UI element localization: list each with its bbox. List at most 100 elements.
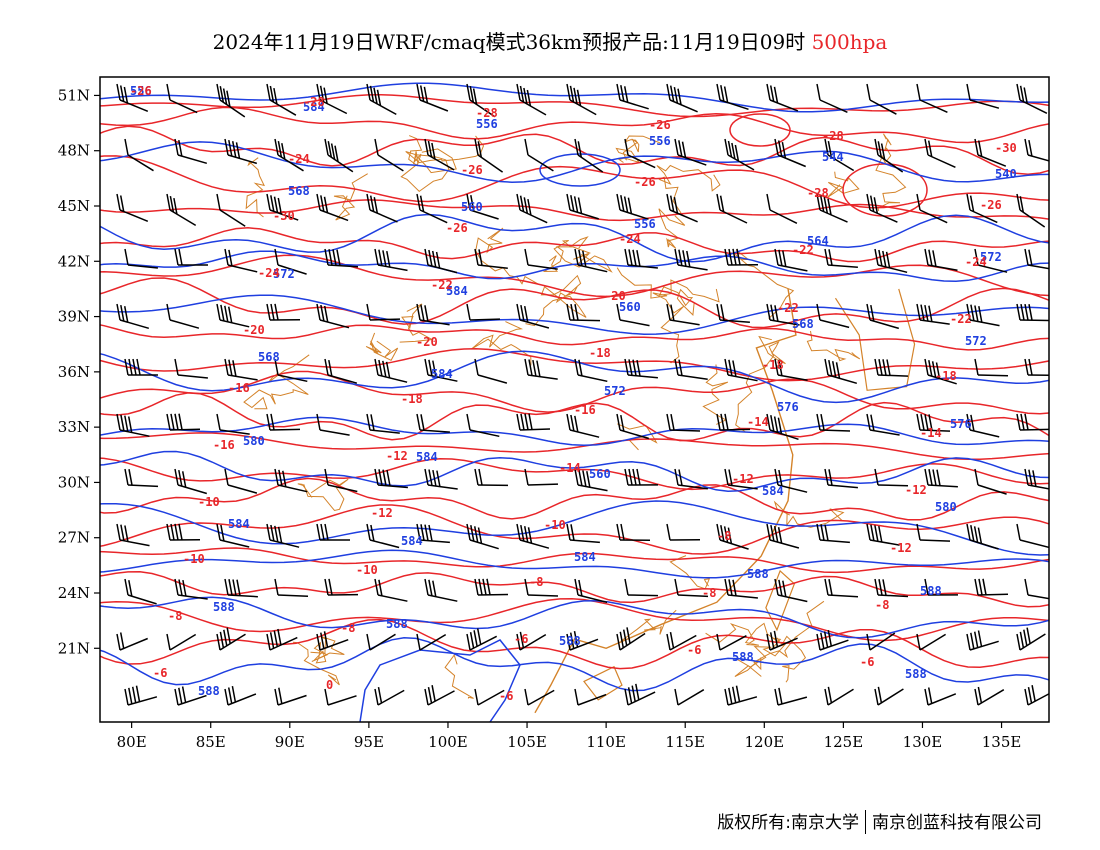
wind-barb-feather (716, 413, 721, 431)
wind-barb-feather (470, 195, 475, 212)
wind-barb-feather (266, 303, 271, 321)
wind-barb-feather (619, 631, 625, 648)
wind-barb-feather (566, 523, 571, 541)
temperature-label: -18 (762, 358, 784, 372)
wind-barb-feather (532, 359, 537, 377)
wind-barb-feather (224, 358, 229, 376)
temperature-label: -12 (905, 483, 927, 497)
wind-barb-feather (828, 249, 833, 266)
wind-barb-shaft (1019, 539, 1049, 549)
temperature-isotherm (100, 106, 1049, 144)
wind-barb-feather (720, 85, 725, 102)
wind-barb-feather (973, 631, 979, 648)
wind-barb-shaft (527, 374, 558, 380)
wind-barb-feather (924, 304, 929, 322)
wind-barb-feather (474, 578, 479, 596)
wind-barb-feather (477, 141, 483, 158)
wind-barb-feather (870, 414, 875, 431)
wind-barb-shaft (1027, 594, 1049, 600)
wind-barb-feather (620, 414, 625, 432)
border-line (616, 267, 684, 364)
wind-barb-feather (123, 86, 129, 104)
wind-barb-feather (874, 468, 879, 486)
wind-barb-feather (235, 142, 241, 159)
wind-barb-shaft (269, 428, 301, 431)
wind-barb-feather (424, 524, 429, 541)
wind-barb-feather (974, 248, 979, 266)
wind-barb-shaft (469, 539, 499, 550)
wind-barb-feather (166, 633, 171, 651)
wind-barb-feather (424, 468, 429, 486)
wind-barb-shaft (869, 539, 900, 546)
temperature-label: -26 (634, 175, 656, 189)
wind-barb-shaft (669, 429, 701, 432)
wind-barb-feather (369, 85, 375, 103)
wind-barb-feather (669, 631, 675, 649)
wind-barb-feather (673, 196, 679, 214)
wind-barb-feather (270, 195, 275, 212)
wind-barb-feather (1028, 304, 1033, 321)
wind-barb-feather (330, 143, 336, 160)
wind-barb-shaft (277, 264, 307, 275)
wind-barb-feather (716, 303, 721, 321)
wind-barb-feather (727, 527, 733, 544)
border-line (542, 246, 592, 273)
wind-barb-feather (835, 362, 841, 379)
wind-barb-feather (620, 523, 625, 541)
height-label: 588 (920, 584, 942, 598)
height-label: 572 (965, 334, 987, 348)
wind-barb-feather (174, 578, 179, 596)
wind-barb-feather (673, 86, 679, 104)
wind-barb-shaft (319, 319, 350, 329)
wind-barb-feather (266, 633, 271, 651)
wind-barb-feather (428, 469, 433, 486)
wind-barb-feather (524, 413, 529, 430)
wind-barb-shaft (427, 594, 458, 602)
wind-barb-feather (678, 469, 683, 486)
wind-barb-feather (932, 469, 937, 486)
wind-barb-feather (334, 145, 339, 162)
wind-barb-shaft (777, 264, 808, 272)
border-line (310, 635, 345, 664)
wind-barb-shaft (1027, 154, 1049, 162)
wind-barb-shaft (769, 539, 800, 549)
border-line (702, 364, 729, 425)
wind-barb-feather (627, 687, 633, 704)
wind-barb-feather (516, 303, 521, 321)
height-label: 584 (762, 484, 784, 498)
temperature-isotherm (100, 392, 1049, 442)
wind-barb-feather (720, 525, 725, 542)
wind-barb-feather (873, 197, 879, 214)
wind-barb-feather (866, 83, 871, 101)
wind-barb-feather (974, 688, 979, 706)
height-label: 572 (980, 250, 1002, 264)
wind-barb-shaft (1019, 319, 1049, 322)
wind-barb-feather (1024, 688, 1029, 706)
wind-barb-feather (920, 304, 925, 321)
wind-barb-feather (570, 414, 575, 432)
wind-barb-feather (928, 249, 933, 266)
wind-barb-feather (820, 413, 825, 431)
wind-barb-feather (623, 196, 629, 213)
wind-barb-shaft (1019, 99, 1048, 114)
wind-barb-feather (716, 83, 721, 101)
wind-barb-feather (374, 358, 379, 376)
wind-barb-feather (635, 683, 640, 701)
wind-barb-feather (681, 141, 687, 158)
temperature-label: -18 (401, 392, 423, 406)
height-isoline (100, 416, 1049, 447)
wind-barb-feather (236, 579, 241, 596)
wind-barb-feather (716, 633, 721, 651)
wind-barb-shaft (577, 484, 608, 492)
wind-barb-shaft (727, 374, 758, 382)
wind-barb-feather (274, 688, 279, 706)
border-line (470, 321, 532, 366)
wind-barb-feather (178, 579, 183, 596)
height-isoline (100, 213, 1049, 263)
wind-barb-feather (728, 359, 733, 376)
wind-barb-feather (519, 85, 525, 103)
temperature-label: -10 (198, 495, 220, 509)
wind-barb-feather (774, 688, 779, 706)
wind-barb-shaft (677, 689, 705, 706)
wind-barb-feather (823, 197, 829, 214)
